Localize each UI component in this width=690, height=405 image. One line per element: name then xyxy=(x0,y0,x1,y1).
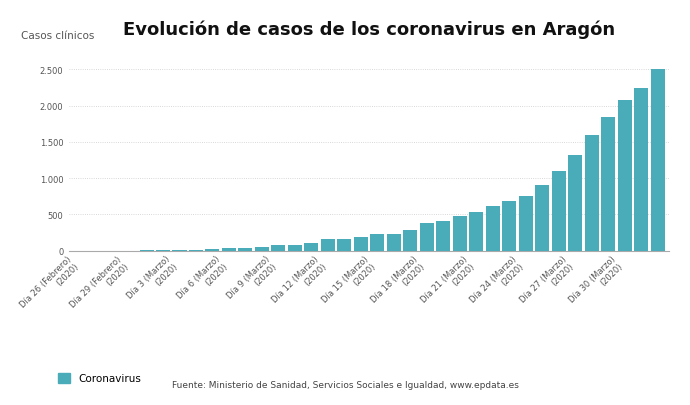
Bar xyxy=(585,135,599,251)
Bar xyxy=(255,248,269,251)
Bar xyxy=(420,224,434,251)
Bar xyxy=(271,245,286,251)
Bar xyxy=(634,88,649,251)
Bar xyxy=(222,249,236,251)
Bar xyxy=(535,186,549,251)
Bar xyxy=(552,172,566,251)
Bar xyxy=(601,117,615,251)
Bar xyxy=(239,248,253,251)
Bar xyxy=(404,231,417,251)
Bar xyxy=(618,101,632,251)
Bar xyxy=(502,202,516,251)
Bar xyxy=(354,237,368,251)
Bar xyxy=(453,217,467,251)
Bar xyxy=(469,212,484,251)
Bar xyxy=(569,156,582,251)
Legend: Coronavirus: Coronavirus xyxy=(54,369,146,388)
Text: Casos clínicos: Casos clínicos xyxy=(21,30,95,40)
Bar xyxy=(288,245,302,251)
Bar xyxy=(651,70,664,251)
Bar xyxy=(436,221,451,251)
Bar xyxy=(206,250,219,251)
Text: Fuente: Ministerio de Sanidad, Servicios Sociales e Igualdad, www.epdata.es: Fuente: Ministerio de Sanidad, Servicios… xyxy=(172,380,520,389)
Bar xyxy=(371,234,384,251)
Bar xyxy=(387,234,401,251)
Bar xyxy=(486,207,500,251)
Bar xyxy=(519,197,533,251)
Bar xyxy=(304,243,319,251)
Bar xyxy=(321,240,335,251)
Title: Evolución de casos de los coronavirus en Aragón: Evolución de casos de los coronavirus en… xyxy=(123,20,615,39)
Bar xyxy=(337,240,351,251)
Bar xyxy=(172,250,186,251)
Bar xyxy=(189,250,203,251)
